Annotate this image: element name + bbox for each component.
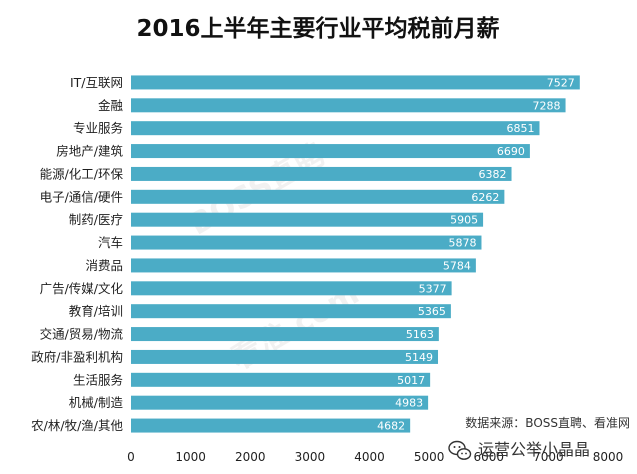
- category-label: 制药/医疗: [69, 212, 123, 227]
- value-label: 5365: [418, 305, 446, 318]
- bar: [131, 212, 484, 227]
- value-labels: 7527 7288 6851 6690 6382 6262 5905 5878 5784 5377…: [377, 76, 575, 432]
- x-tick-label: 5000: [414, 450, 445, 464]
- category-label: 电子/通信/硬件: [40, 189, 123, 204]
- bar: [131, 281, 452, 296]
- category-label: 汽车: [98, 235, 123, 250]
- x-tick-label: 2000: [235, 450, 266, 464]
- wechat-account-name: 运营公举小晶晶: [478, 440, 590, 459]
- category-label: 机械/制造: [69, 395, 124, 410]
- value-label: 4682: [377, 420, 405, 433]
- x-tick-label: 3000: [295, 450, 326, 464]
- value-label: 5905: [450, 214, 478, 227]
- value-label: 5878: [448, 237, 476, 250]
- x-tick-label: 7000: [533, 450, 564, 464]
- category-label: 政府/非盈利机构: [31, 349, 123, 364]
- x-tick-label: 8000: [593, 450, 624, 464]
- wechat-badge: 运营公举小晶晶: [448, 440, 590, 460]
- category-label: 生活服务: [73, 372, 123, 387]
- wechat-icon: [448, 440, 472, 460]
- category-label: 农/林/牧/渔/其他: [31, 418, 123, 433]
- bar: [131, 235, 482, 250]
- bar: [131, 121, 540, 136]
- category-label: 能源/化工/环保: [40, 166, 124, 181]
- value-label: 6690: [497, 145, 525, 158]
- value-label: 7527: [547, 76, 575, 89]
- bar: [131, 189, 505, 204]
- bar: [131, 372, 431, 387]
- x-tick-label: 4000: [354, 450, 385, 464]
- bar: [131, 258, 476, 273]
- chart-title: 2016上半年主要行业平均税前月薪: [136, 15, 499, 42]
- x-tick-label: 0: [127, 450, 135, 464]
- value-label: 5377: [419, 282, 447, 295]
- bar: [131, 144, 530, 159]
- category-label: 金融: [98, 98, 124, 113]
- value-label: 6382: [479, 168, 507, 181]
- category-label: 消费品: [85, 258, 123, 273]
- x-tick-label: 1000: [175, 450, 206, 464]
- x-tick-label: 6000: [473, 450, 504, 464]
- category-label: 房地产/建筑: [56, 144, 123, 159]
- bar: [131, 98, 566, 113]
- bar: [131, 395, 429, 410]
- value-label: 4983: [395, 397, 423, 410]
- value-label: 5017: [397, 374, 425, 387]
- value-label: 7288: [533, 99, 561, 112]
- bars: [131, 75, 580, 433]
- value-label: 5149: [405, 351, 433, 364]
- category-label: 教育/培训: [69, 304, 123, 319]
- bar: [131, 304, 451, 319]
- bar: [131, 166, 512, 181]
- value-label: 5784: [443, 259, 471, 272]
- category-labels: IT/互联网金融专业服务房地产/建筑能源/化工/环保电子/通信/硬件制药/医疗汽…: [31, 75, 123, 433]
- category-label: 广告/传媒/文化: [40, 281, 124, 296]
- bar: [131, 327, 439, 342]
- value-label: 6851: [506, 122, 534, 135]
- bar: [131, 75, 580, 90]
- category-label: IT/互联网: [70, 75, 123, 90]
- x-axis-ticks: 0 1000 2000 3000 4000 5000 6000 7000 8000: [127, 450, 623, 464]
- source-note: 数据来源：BOSS直聘、看准网: [465, 415, 630, 430]
- value-label: 6262: [471, 191, 499, 204]
- bar: [131, 418, 411, 433]
- value-label: 5163: [406, 328, 434, 341]
- bar: [131, 349, 439, 364]
- category-label: 专业服务: [73, 121, 123, 136]
- category-label: 交通/贸易/物流: [40, 327, 124, 342]
